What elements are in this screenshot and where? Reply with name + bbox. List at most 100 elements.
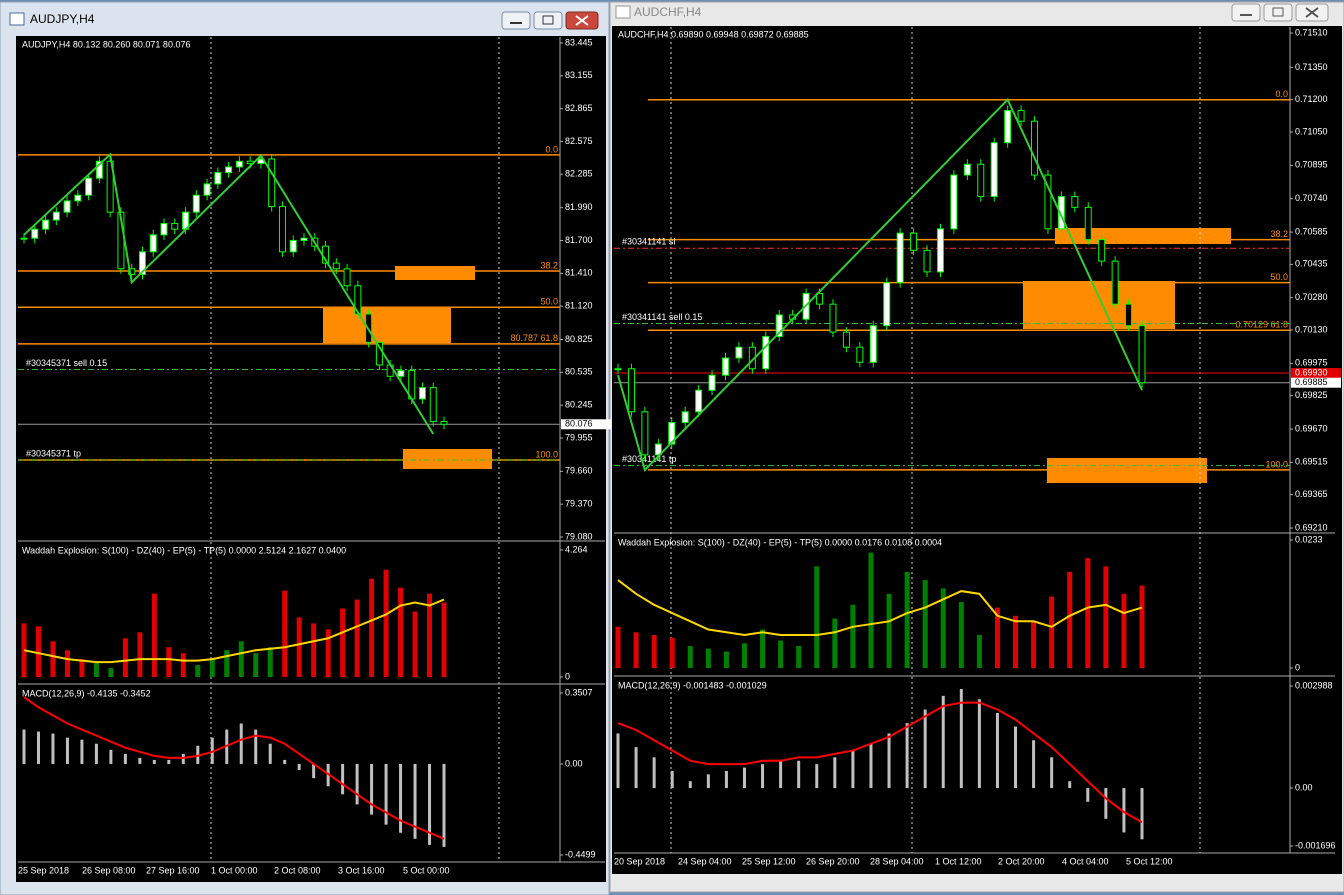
fib-label: 50.0 [540,297,558,307]
macd-bar [688,781,692,789]
macd-bar [123,753,127,764]
candle [203,183,211,196]
candle [708,374,716,391]
macd-bar [995,712,999,789]
macd-bar [152,759,156,764]
waddah-bar [79,659,85,677]
macd-bar [1050,757,1054,789]
waddah-bar [224,650,230,677]
time-label: 2 Oct 08:00 [274,865,321,875]
indicator-header: Waddah Explosion: S(100) - DZ(40) - EP(5… [618,537,942,547]
waddah-bar [615,626,621,668]
candle [963,163,971,176]
macd-bar [616,733,620,789]
macd-bar [283,759,287,764]
waddah-bar [122,638,128,677]
time-label: 25 Sep 12:00 [742,856,796,866]
price-tick-label: 80.535 [565,367,593,377]
macd-bar [815,764,819,789]
candle [1044,174,1052,230]
window-buttons[interactable] [501,3,1329,30]
candle [171,223,179,230]
price-tick-label: 0.71350 [1295,62,1328,72]
candle [829,303,837,333]
macd-bar [399,763,403,833]
window-icon [9,12,25,26]
candle [721,357,729,376]
candle [668,422,676,445]
candle [268,158,276,208]
macd-bar [977,699,981,789]
time-label: 4 Oct 04:00 [1062,856,1109,866]
candle [977,163,985,198]
waddah-bar [886,593,892,668]
price-tick-label: 0.69825 [1295,390,1328,400]
macd-signal [23,696,445,840]
time-label: 1 Oct 12:00 [935,856,982,866]
order-label: #30345371 sell 0.15 [26,358,107,368]
waddah-bar [687,646,693,668]
candle [20,237,28,240]
window-title: AUDCHF,H4 [634,5,702,19]
chart-header: AUDJPY,H4 80.132 80.260 80.071 80.076 [22,39,190,49]
indicator-tick-label: -0.001696 [1295,840,1336,850]
waddah-bar [412,611,418,677]
macd-bar [109,749,113,764]
current-price-label: 80.076 [565,419,593,429]
candle [42,219,50,230]
waddah-bar [267,647,273,677]
macd-bar [341,763,345,795]
waddah-bar [850,604,856,668]
price-tick-label: 81.990 [565,202,593,212]
macd-bar [706,774,710,789]
candle [138,251,146,275]
order-label: #30341141 sell 0.15 [622,312,702,322]
waddah-bar [760,629,766,668]
macd-bar [442,763,446,847]
price-tick-label: 82.865 [565,103,593,113]
fib-label: 0.70129 61.8 [1235,320,1288,330]
indicator-header: Waddah Explosion: S(100) - DZ(40) - EP(5… [22,545,346,555]
waddah-bar [868,552,874,668]
waddah-bar [705,648,711,668]
candle [936,228,944,273]
waddah-bar [958,602,964,668]
candle [63,200,71,213]
candle [440,421,448,425]
time-label: 1 Oct 00:00 [211,865,258,875]
candle [1057,196,1065,230]
macd-bar [652,757,656,789]
price-tick-label: 0.69670 [1295,423,1328,433]
candle [762,335,770,370]
waddah-bar [796,646,802,668]
bid-box [1291,368,1341,379]
macd-bar [384,763,388,825]
macd-bar [138,757,142,764]
price-tick-label: 81.410 [565,268,593,278]
waddah-bar [180,653,186,677]
indicator-tick-label: 0.00 [1295,782,1313,792]
candle [128,268,136,275]
waddah-bar [35,626,41,677]
waddah-bar [64,650,70,677]
waddah-bar [778,640,784,668]
waddah-bar [209,659,215,677]
macd-bar [1086,788,1090,802]
waddah-bar [296,617,302,677]
candle [856,346,864,363]
waddah-bar [1031,621,1037,668]
macd-bar [413,763,417,839]
candle [614,368,622,371]
macd-bar [167,759,171,764]
price-tick-label: 81.120 [565,301,593,311]
price-tick-label: 0.71050 [1295,126,1328,136]
current-price-box [561,419,611,430]
macd-bar [742,767,746,789]
time-label: 27 Sep 16:00 [146,865,200,875]
macd-bar [181,753,185,764]
indicator-header: MACD(12,26,9) -0.4135 -0.3452 [22,688,151,698]
candle [1071,196,1079,208]
macd-bar [1068,781,1072,789]
candle [1031,120,1039,176]
